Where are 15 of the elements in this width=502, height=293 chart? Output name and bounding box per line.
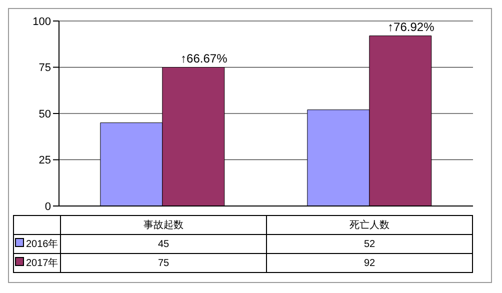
legend-label: 2016年 <box>14 234 60 254</box>
y-tick-label: 25 <box>38 154 51 167</box>
x-tick-label: 死亡人数 <box>266 216 472 234</box>
y-tick-label: 50 <box>38 108 51 120</box>
data-label: 52 <box>266 234 472 254</box>
y-tick-label: 75 <box>38 62 51 74</box>
data-label: 92 <box>266 254 472 272</box>
y-tick-label: 100 <box>32 16 51 28</box>
annotation: ↑66.67% <box>180 51 228 66</box>
x-tick-label: 事故起数 <box>60 216 266 234</box>
legend-label: 2017年 <box>14 254 60 272</box>
data-label: 75 <box>60 254 266 272</box>
annotation: ↑76.92% <box>388 20 435 34</box>
data-label: 45 <box>60 234 266 254</box>
y-tick-label: 0 <box>44 200 51 213</box>
